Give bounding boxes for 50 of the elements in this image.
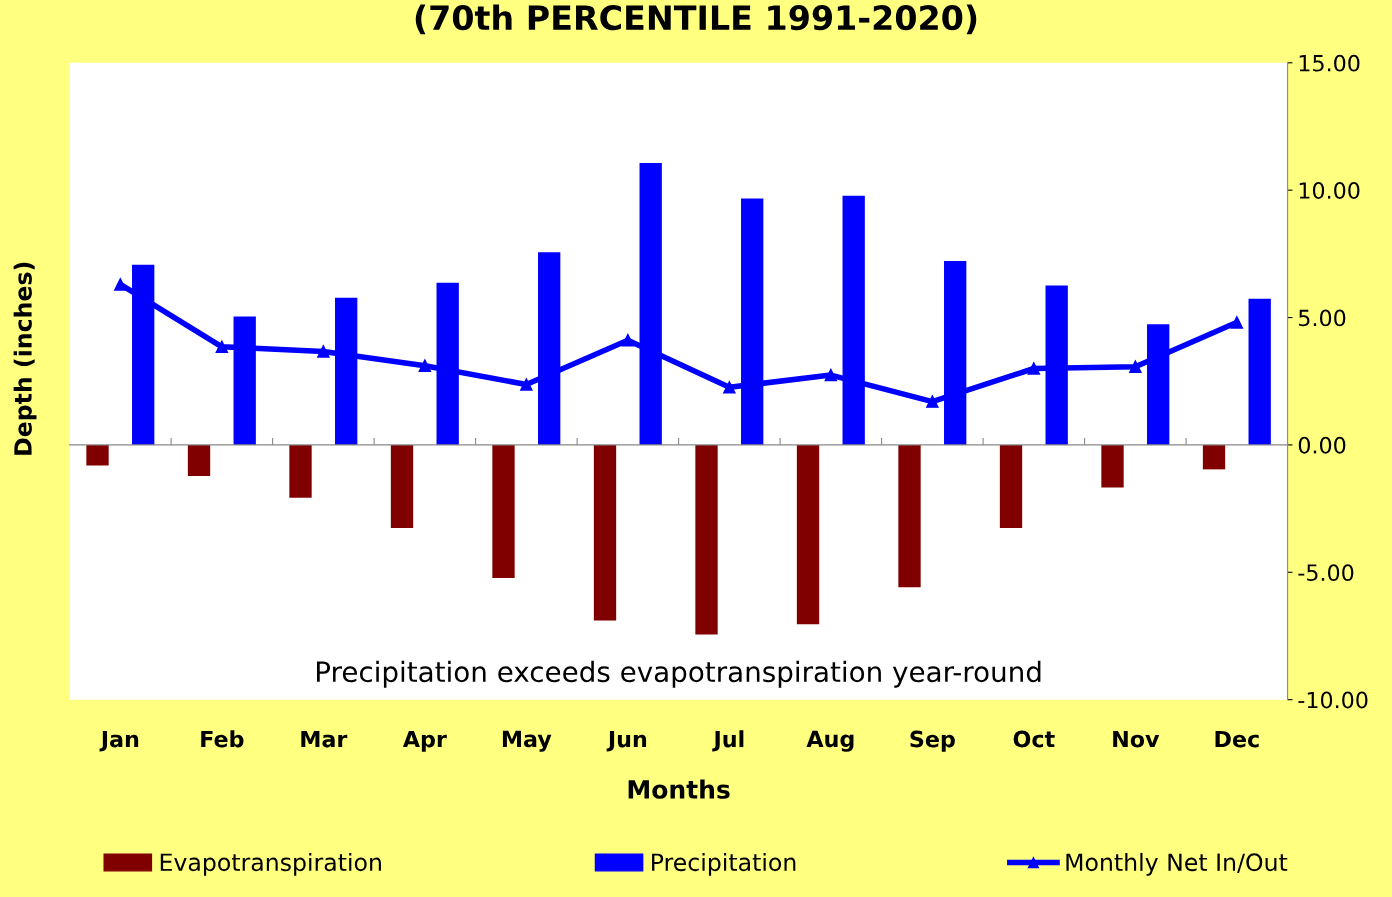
bar	[187, 444, 211, 476]
x-tick-label: Dec	[1215, 730, 1259, 748]
legend-label: Precipitation	[652, 852, 796, 876]
y-axis-title: Depth (inches)	[13, 262, 37, 455]
x-tick-label: Feb	[201, 730, 244, 748]
point	[418, 359, 432, 372]
y-tick-label: 5.00	[1299, 309, 1346, 327]
y-tick-label: -10.00	[1298, 691, 1368, 709]
point	[520, 378, 533, 391]
bar	[898, 444, 921, 588]
point	[1129, 360, 1142, 373]
bar	[289, 444, 312, 498]
x-tick-label: Apr	[402, 730, 447, 752]
x-tick-label: Nov	[1113, 730, 1160, 748]
chart-title: (70th PERCENTILE 1991-2020)	[415, 4, 977, 35]
bar	[593, 444, 617, 621]
point	[621, 333, 635, 347]
point	[215, 340, 229, 354]
x-tick-label: Mar	[301, 730, 348, 748]
y-tick-label: 15.00	[1299, 54, 1360, 72]
legend-label: Evapotranspiration	[160, 852, 381, 876]
point	[926, 395, 939, 408]
x-tick-label: Aug	[806, 730, 854, 752]
bar	[492, 444, 515, 578]
x-tick-label: Jul	[712, 730, 744, 752]
point	[1027, 362, 1041, 375]
point	[824, 368, 838, 382]
bar	[695, 444, 718, 635]
bar	[390, 444, 414, 528]
y-tick-label: 10.00	[1299, 182, 1360, 199]
annotation: Precipitation exceeds evapotranspiration year-round	[316, 660, 1041, 688]
x-tick-label: Jan	[99, 730, 139, 752]
x-axis-title: Months	[628, 779, 730, 799]
bar	[86, 444, 109, 466]
y-tick-label: 0.00	[1298, 436, 1346, 454]
x-tick-label: Sep	[910, 730, 955, 752]
bar	[1202, 444, 1226, 470]
y-tick-label: -5.00	[1298, 564, 1354, 582]
point	[723, 381, 736, 394]
point	[114, 278, 127, 291]
point	[1230, 316, 1244, 329]
point	[317, 345, 330, 358]
x-tick-label: Jun	[606, 730, 647, 752]
bar	[1248, 298, 1271, 445]
x-tick-label: May	[502, 730, 552, 752]
bar	[796, 444, 820, 625]
bar	[999, 444, 1023, 528]
legend-label: Monthly Net In/Out	[1066, 852, 1288, 876]
bar	[1101, 444, 1124, 488]
x-tick-label: Oct	[1013, 730, 1055, 748]
